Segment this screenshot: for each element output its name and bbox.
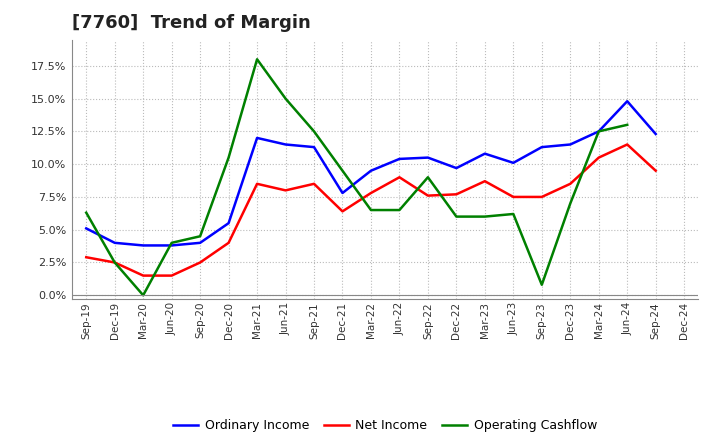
- Operating Cashflow: [253, 57, 261, 62]
- Ordinary Income: [338, 191, 347, 196]
- Operating Cashflow: [167, 240, 176, 246]
- Net Income: [196, 260, 204, 265]
- Net Income: [452, 192, 461, 197]
- Net Income: [366, 191, 375, 196]
- Net Income: [225, 240, 233, 246]
- Net Income: [139, 273, 148, 278]
- Net Income: [110, 260, 119, 265]
- Net Income: [167, 273, 176, 278]
- Net Income: [253, 181, 261, 187]
- Legend: Ordinary Income, Net Income, Operating Cashflow: Ordinary Income, Net Income, Operating C…: [168, 414, 602, 437]
- Ordinary Income: [225, 220, 233, 226]
- Ordinary Income: [196, 240, 204, 246]
- Net Income: [338, 209, 347, 214]
- Operating Cashflow: [310, 129, 318, 134]
- Operating Cashflow: [423, 175, 432, 180]
- Operating Cashflow: [623, 122, 631, 128]
- Operating Cashflow: [338, 168, 347, 173]
- Operating Cashflow: [196, 234, 204, 239]
- Ordinary Income: [480, 151, 489, 156]
- Net Income: [423, 193, 432, 198]
- Line: Net Income: Net Income: [86, 144, 656, 275]
- Net Income: [623, 142, 631, 147]
- Net Income: [595, 155, 603, 160]
- Line: Ordinary Income: Ordinary Income: [86, 101, 656, 246]
- Ordinary Income: [566, 142, 575, 147]
- Ordinary Income: [395, 156, 404, 161]
- Net Income: [537, 194, 546, 200]
- Ordinary Income: [595, 129, 603, 134]
- Operating Cashflow: [595, 129, 603, 134]
- Ordinary Income: [366, 168, 375, 173]
- Operating Cashflow: [395, 207, 404, 213]
- Operating Cashflow: [225, 155, 233, 160]
- Operating Cashflow: [566, 201, 575, 206]
- Operating Cashflow: [282, 96, 290, 101]
- Ordinary Income: [253, 135, 261, 140]
- Operating Cashflow: [366, 207, 375, 213]
- Ordinary Income: [310, 144, 318, 150]
- Net Income: [282, 188, 290, 193]
- Ordinary Income: [110, 240, 119, 246]
- Ordinary Income: [623, 99, 631, 104]
- Operating Cashflow: [139, 293, 148, 298]
- Ordinary Income: [423, 155, 432, 160]
- Net Income: [652, 168, 660, 173]
- Ordinary Income: [452, 165, 461, 171]
- Operating Cashflow: [480, 214, 489, 219]
- Ordinary Income: [82, 226, 91, 231]
- Operating Cashflow: [537, 282, 546, 287]
- Ordinary Income: [509, 160, 518, 165]
- Text: [7760]  Trend of Margin: [7760] Trend of Margin: [72, 15, 311, 33]
- Operating Cashflow: [452, 214, 461, 219]
- Net Income: [480, 179, 489, 184]
- Ordinary Income: [537, 144, 546, 150]
- Net Income: [566, 181, 575, 187]
- Operating Cashflow: [82, 210, 91, 215]
- Ordinary Income: [139, 243, 148, 248]
- Operating Cashflow: [509, 211, 518, 216]
- Net Income: [82, 255, 91, 260]
- Net Income: [395, 175, 404, 180]
- Operating Cashflow: [110, 260, 119, 265]
- Line: Operating Cashflow: Operating Cashflow: [86, 59, 627, 295]
- Ordinary Income: [652, 132, 660, 137]
- Net Income: [310, 181, 318, 187]
- Ordinary Income: [282, 142, 290, 147]
- Net Income: [509, 194, 518, 200]
- Ordinary Income: [167, 243, 176, 248]
